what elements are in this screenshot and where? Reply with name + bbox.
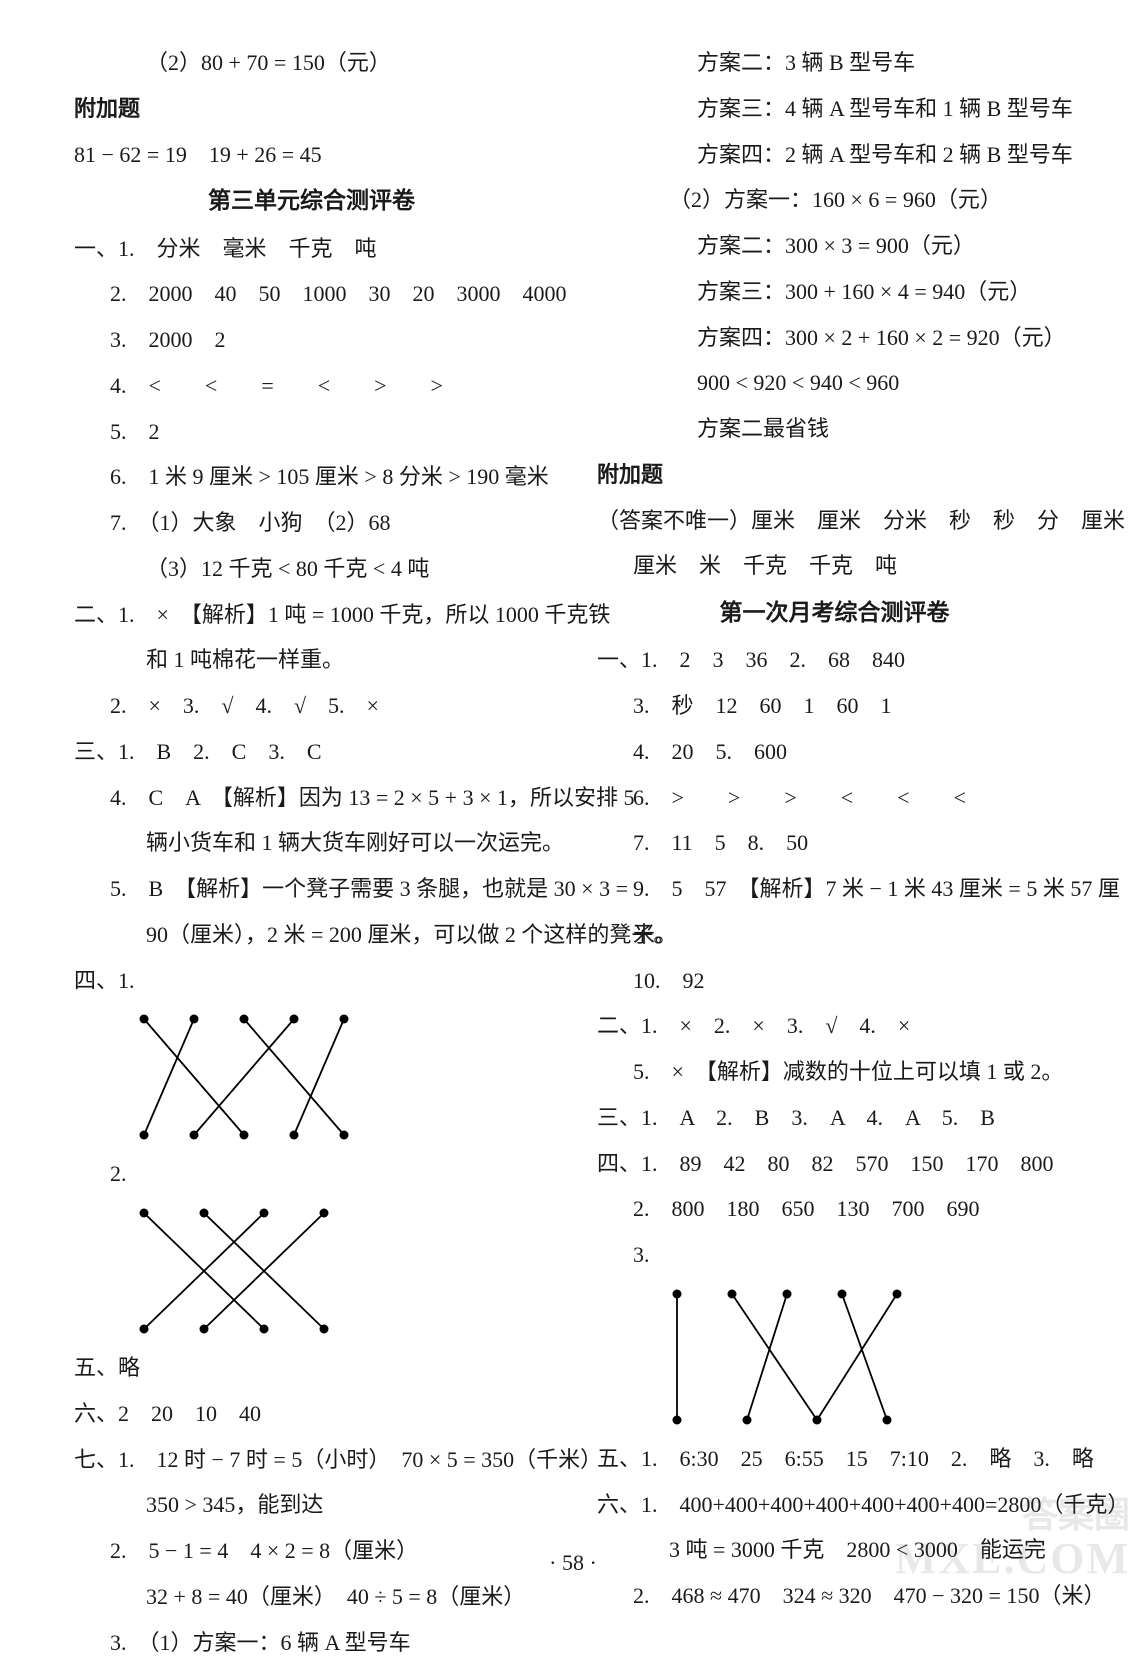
text-line: 六、2 20 10 40 bbox=[74, 1391, 549, 1437]
text-line: 3. 秒 12 60 1 60 1 bbox=[597, 683, 1072, 729]
text-line: 六、1. 400+400+400+400+400+400+400=2800（千克… bbox=[597, 1482, 1072, 1528]
matching-diagram-3 bbox=[647, 1282, 1072, 1432]
text-line: 米。 bbox=[597, 912, 1072, 958]
text-line: 四、1. bbox=[74, 958, 549, 1004]
text-line: 2. 2000 40 50 1000 30 20 3000 4000 bbox=[74, 271, 549, 317]
text-line: 方案二：300 × 3 = 900（元） bbox=[597, 223, 1072, 269]
text-line: 2. bbox=[74, 1151, 549, 1197]
text-line: 900 < 920 < 940 < 960 bbox=[597, 360, 1072, 406]
matching-diagram-1 bbox=[124, 1007, 549, 1147]
text-line: 90（厘米），2 米 = 200 厘米，可以做 2 个这样的凳子。 bbox=[74, 912, 549, 958]
text-line: 方案三：4 辆 A 型号车和 1 辆 B 型号车 bbox=[597, 86, 1072, 132]
watermark-url: MXE.COM bbox=[895, 1533, 1130, 1584]
text-line: 5. B 【解析】一个凳子需要 3 条腿，也就是 30 × 3 = bbox=[74, 866, 549, 912]
text-line: 2. 800 180 650 130 700 690 bbox=[597, 1186, 1072, 1232]
text-line: 七、1. 12 时 − 7 时 = 5（小时） 70 × 5 = 350（千米） bbox=[74, 1437, 549, 1483]
text-line: 辆小货车和 1 辆大货车刚好可以一次运完。 bbox=[74, 820, 549, 866]
text-line: 7. 11 5 8. 50 bbox=[597, 820, 1072, 866]
watermark-logo: 答案圈 bbox=[1022, 1486, 1130, 1538]
text-line: 厘米 米 千克 千克 吨 bbox=[597, 543, 1072, 589]
text-line: 方案四：2 辆 A 型号车和 2 辆 B 型号车 bbox=[597, 132, 1072, 178]
text-line: 2. × 3. √ 4. √ 5. × bbox=[74, 683, 549, 729]
text-line: （3）12 千克 < 80 千克 < 4 吨 bbox=[74, 546, 549, 592]
text-line: 方案四：300 × 2 + 160 × 2 = 920（元） bbox=[597, 315, 1072, 361]
text-line: 9. 5 57 【解析】7 米 − 1 米 43 厘米 = 5 米 57 厘 bbox=[597, 866, 1072, 912]
text-line: 32 + 8 = 40（厘米） 40 ÷ 5 = 8（厘米） bbox=[74, 1574, 549, 1620]
left-column: （2）80 + 70 = 150（元） 附加题 81 − 62 = 19 19 … bbox=[50, 40, 573, 1520]
text-line: 3. bbox=[597, 1232, 1072, 1278]
section-heading: 附加题 bbox=[74, 86, 549, 132]
text-line: （2）80 + 70 = 150（元） bbox=[74, 40, 549, 86]
text-line: 4. C A 【解析】因为 13 = 2 × 5 + 3 × 1，所以安排 5 bbox=[74, 775, 549, 821]
text-line: 5. 2 bbox=[74, 409, 549, 455]
unit-title: 第一次月考综合测评卷 bbox=[597, 589, 1072, 637]
text-line: 三、1. B 2. C 3. C bbox=[74, 729, 549, 775]
text-line: 四、1. 89 42 80 82 570 150 170 800 bbox=[597, 1141, 1072, 1187]
text-line: 方案二最省钱 bbox=[597, 406, 1072, 452]
text-line: （答案不唯一）厘米 厘米 分米 秒 秒 分 厘米 bbox=[597, 498, 1072, 544]
text-line: 一、1. 分米 毫米 千克 吨 bbox=[74, 226, 549, 272]
text-line: 6. > > > < < < bbox=[597, 775, 1072, 821]
text-line: 3. 2000 2 bbox=[74, 317, 549, 363]
text-line: 350 > 345，能到达 bbox=[74, 1482, 549, 1528]
text-line: 10. 92 bbox=[597, 958, 1072, 1004]
matching-diagram-2 bbox=[124, 1201, 549, 1341]
two-column-layout: （2）80 + 70 = 150（元） 附加题 81 − 62 = 19 19 … bbox=[50, 40, 1096, 1520]
text-line: 方案二：3 辆 B 型号车 bbox=[597, 40, 1072, 86]
text-line: 二、1. × 【解析】1 吨 = 1000 千克，所以 1000 千克铁 bbox=[74, 592, 549, 638]
section-heading: 附加题 bbox=[597, 452, 1072, 498]
text-line: 4. < < = < > > bbox=[74, 363, 549, 409]
text-line: 和 1 吨棉花一样重。 bbox=[74, 637, 549, 683]
text-line: 7. （1）大象 小狗 （2）68 bbox=[74, 500, 549, 546]
text-line: 5. × 【解析】减数的十位上可以填 1 或 2。 bbox=[597, 1049, 1072, 1095]
text-line: 五、1. 6:30 25 6:55 15 7:10 2. 略 3. 略 bbox=[597, 1436, 1072, 1482]
text-line: 3. （1）方案一：6 辆 A 型号车 bbox=[74, 1620, 549, 1665]
text-line: 81 − 62 = 19 19 + 26 = 45 bbox=[74, 132, 549, 178]
text-line: 一、1. 2 3 36 2. 68 840 bbox=[597, 637, 1072, 683]
text-line: 二、1. × 2. × 3. √ 4. × bbox=[597, 1003, 1072, 1049]
text-line: 方案三：300 + 160 × 4 = 940（元） bbox=[597, 269, 1072, 315]
text-line: 6. 1 米 9 厘米 > 105 厘米 > 8 分米 > 190 毫米 bbox=[74, 454, 549, 500]
right-column: 方案二：3 辆 B 型号车 方案三：4 辆 A 型号车和 1 辆 B 型号车 方… bbox=[573, 40, 1096, 1520]
text-line: 五、略 bbox=[74, 1345, 549, 1391]
unit-title: 第三单元综合测评卷 bbox=[74, 177, 549, 225]
text-line: 三、1. A 2. B 3. A 4. A 5. B bbox=[597, 1095, 1072, 1141]
text-line: 4. 20 5. 600 bbox=[597, 729, 1072, 775]
text-line: （2）方案一：160 × 6 = 960（元） bbox=[597, 177, 1072, 223]
